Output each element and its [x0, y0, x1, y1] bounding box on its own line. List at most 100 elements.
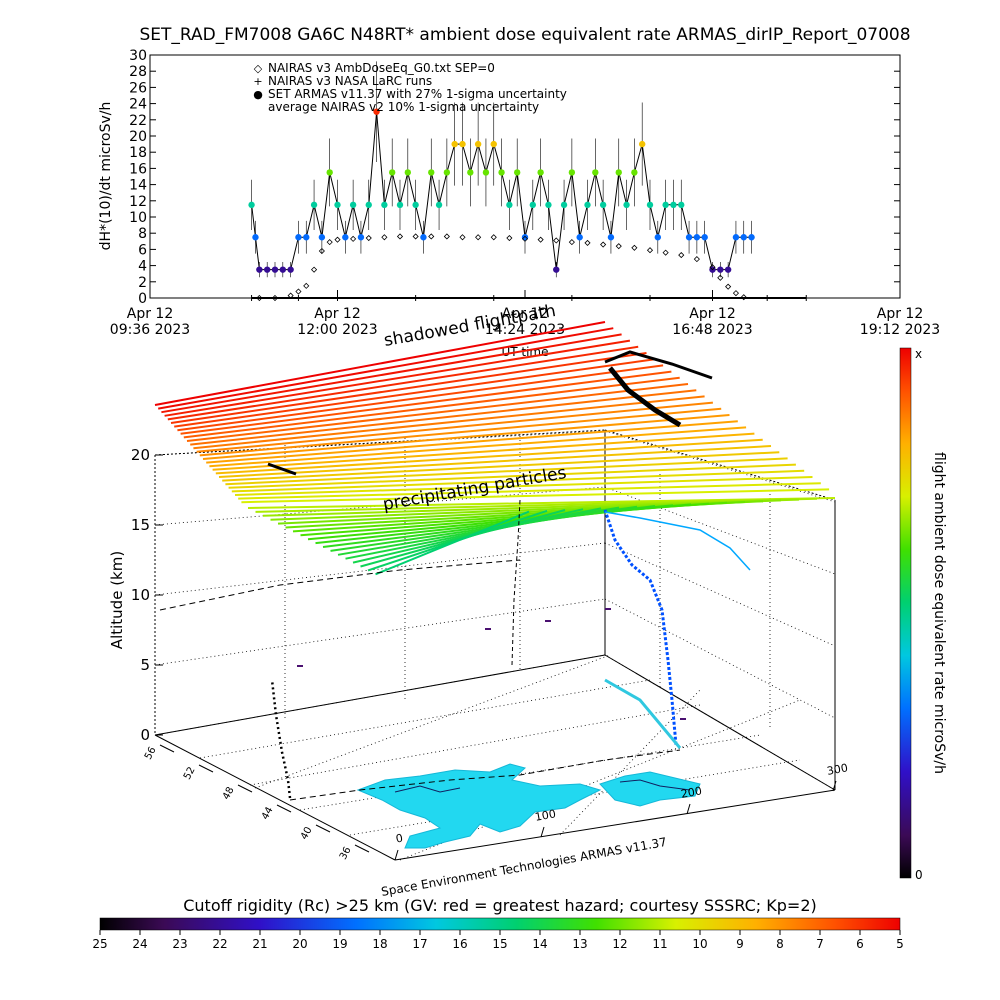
nairas-point: [310, 266, 318, 273]
track-marker: [545, 620, 551, 622]
larc-point: [803, 295, 810, 301]
legend-label: NAIRAS v3 AmbDoseEq_G0.txt SEP=0: [268, 61, 495, 75]
flight-path-track: [159, 350, 751, 801]
armas-point: [467, 169, 474, 176]
armas-point: [717, 266, 724, 273]
armas-point: [693, 234, 701, 241]
nairas-point: [678, 252, 685, 259]
shadow-plane-line: [202, 414, 730, 460]
armas-point: [412, 201, 419, 209]
armas-point: [607, 234, 615, 241]
armas-point: [428, 169, 435, 176]
legend-label: average NAIRAS v2 10% 1-sigma uncertaint…: [268, 100, 539, 114]
cutoff-tick-label: 17: [412, 937, 427, 951]
armas-point: [662, 201, 669, 209]
nairas-point: [490, 234, 497, 241]
altitude-tick-label: 0: [140, 726, 150, 744]
armas-point: [381, 201, 388, 209]
top-y-tick-label: 24: [129, 97, 147, 113]
nairas-point: [693, 256, 700, 263]
armas-point: [576, 234, 583, 241]
cutoff-tick-label: 24: [132, 937, 147, 951]
armas-point: [388, 169, 396, 176]
dose-rate-colorbar: x 0 flight ambient dose equivalent rate …: [899, 347, 947, 882]
top-x-tick-label-date: Apr 12: [502, 306, 548, 322]
figure-title: SET_RAD_FM7008 GA6C N48RT* ambient dose …: [139, 25, 910, 45]
cutoff-tick-label: 18: [372, 937, 387, 951]
grid-altitude-line: [154, 542, 606, 596]
shadow-plane-line: [222, 451, 780, 482]
armas-point: [701, 234, 708, 241]
armas-point: [568, 169, 576, 176]
armas-point: [529, 201, 537, 209]
top-y-tick-label: 12: [129, 194, 147, 210]
top-y-tick-label: 28: [129, 64, 147, 80]
nairas-point: [506, 234, 513, 242]
nairas-point: [615, 243, 622, 250]
armas-point: [318, 234, 326, 241]
top-y-tick-label: 20: [129, 129, 147, 145]
top-y-tick-label: 10: [129, 210, 147, 226]
grid-altitude-line: [154, 598, 606, 666]
top-y-tick-label: 18: [129, 145, 147, 161]
armas-point: [654, 234, 662, 241]
cutoff-tick-label: 6: [856, 937, 864, 951]
top-y-tick-label: 14: [129, 178, 147, 194]
descent-track: [603, 509, 678, 746]
latitude-tick-label: 48: [221, 785, 237, 801]
latitude-tick: [237, 784, 253, 793]
nairas-point: [295, 288, 302, 295]
nairas-point: [459, 234, 466, 241]
armas-point: [537, 169, 544, 176]
larc-point: [490, 295, 497, 301]
armas-point: [263, 266, 271, 273]
nairas-point: [303, 282, 310, 289]
larc-point: [647, 295, 653, 301]
altitude-tick-label: 10: [131, 586, 150, 604]
larc-point: [334, 295, 341, 301]
cruise-track: [604, 511, 751, 571]
cutoff-tick-label: 9: [736, 937, 744, 951]
armas-point: [396, 201, 404, 209]
land-mass-west: [356, 763, 602, 849]
shadow-plane-line: [170, 352, 647, 424]
top-legend: ◇ NAIRAS v3 AmbDoseEq_G0.txt SEP=0 + NAIRAS…: [253, 61, 567, 114]
armas-point: [252, 234, 259, 241]
coastline-detail: [394, 779, 691, 793]
longitude-tick: [832, 780, 837, 792]
cutoff-rigidity-colorbar: Cutoff rigidity (Rc) >25 km (GV: red = g…: [92, 896, 903, 951]
top-y-tick-label: 16: [129, 161, 147, 177]
shadow-plane-line: [238, 482, 821, 500]
armas-point: [748, 234, 755, 241]
armas-point: [560, 201, 568, 209]
grid-floor-line: [249, 704, 701, 786]
cutoff-tick-label: 22: [212, 937, 227, 951]
nairas-point: [646, 247, 654, 254]
armas-point: [310, 201, 318, 209]
grid-altitude-line: [154, 486, 606, 526]
shadow-plane-line: [199, 407, 722, 457]
dose-rate-colorbar-top: x: [915, 347, 922, 361]
armas-point: [349, 201, 357, 209]
nairas-point: [396, 233, 404, 240]
nairas-point: [475, 234, 482, 241]
armas-point: [599, 201, 607, 209]
shadow-plane-line: [183, 376, 680, 439]
shadow-plane-line: [174, 358, 655, 428]
floor-shadow-track: [604, 678, 682, 749]
track-marker: [605, 608, 611, 610]
track-marker: [485, 628, 491, 630]
armas-point: [326, 169, 333, 176]
nairas-point: [443, 233, 450, 240]
latitude-tick-label: 40: [299, 825, 315, 841]
nairas-point: [553, 237, 560, 244]
armas-point: [732, 234, 740, 241]
shadow-plane-line: [193, 395, 705, 450]
armas-point: [584, 201, 591, 209]
armas-point: [482, 169, 490, 176]
shadow-plane-line: [209, 426, 747, 468]
altitude-axis-label: Altitude (km): [108, 551, 126, 649]
longitude-tick-label: 0: [395, 832, 404, 846]
